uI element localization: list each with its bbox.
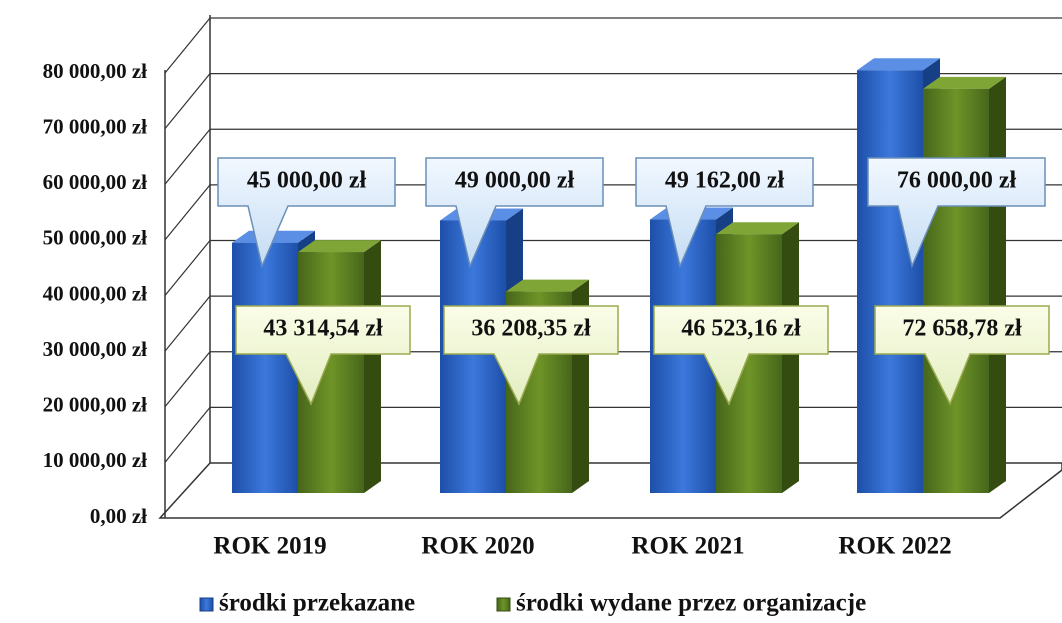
y-tick-label: 10 000,00 zł xyxy=(43,448,148,472)
y-tick-label: 30 000,00 zł xyxy=(43,337,148,361)
value-label: 43 314,54 zł xyxy=(263,316,383,342)
bar xyxy=(857,70,923,493)
bar-side xyxy=(782,222,799,494)
legend-swatch xyxy=(199,597,214,612)
y-tick-label: 20 000,00 zł xyxy=(43,393,148,417)
grid-line xyxy=(164,295,211,352)
floor xyxy=(158,462,1062,519)
callout-box xyxy=(874,305,1050,406)
y-tick-label: 0,00 zł xyxy=(90,504,147,528)
bar-top xyxy=(857,58,940,71)
bar xyxy=(232,242,298,493)
x-tick-label: ROK 2022 xyxy=(838,533,951,560)
grid-line xyxy=(164,184,211,241)
value-label: 45 000,00 zł xyxy=(247,168,367,194)
value-label: 36 208,35 zł xyxy=(471,316,591,342)
callout-box xyxy=(443,305,619,406)
y-tick-label: 40 000,00 zł xyxy=(43,281,148,305)
y-tick-label: 70 000,00 zł xyxy=(43,114,148,138)
value-label: 49 162,00 zł xyxy=(665,168,785,194)
grid-line xyxy=(164,406,211,463)
bar-top xyxy=(923,76,1006,89)
bar-top xyxy=(716,222,799,235)
callout-box xyxy=(635,157,814,269)
legend-label: środki wydane przez organizacje xyxy=(516,590,866,617)
value-label: 49 000,00 zł xyxy=(455,168,575,194)
value-label: 72 658,78 zł xyxy=(902,316,1022,342)
grid-line xyxy=(164,128,211,185)
legend-label: środki przekazane xyxy=(219,590,415,617)
x-tick-label: ROK 2020 xyxy=(421,533,534,560)
bar-top xyxy=(298,240,381,253)
y-tick-label: 60 000,00 zł xyxy=(43,170,148,194)
bar-side xyxy=(989,76,1006,493)
x-tick-label: ROK 2019 xyxy=(213,533,326,560)
y-tick-label: 50 000,00 zł xyxy=(43,226,148,250)
callout-box xyxy=(425,157,604,269)
value-label: 46 523,16 zł xyxy=(681,316,801,342)
x-tick-label: ROK 2021 xyxy=(631,533,744,560)
y-tick-label: 80 000,00 zł xyxy=(43,59,148,83)
bar-side xyxy=(364,240,381,493)
bar-top xyxy=(506,279,589,292)
grid-line xyxy=(164,351,211,408)
grid-line xyxy=(164,240,211,296)
callout-box xyxy=(653,305,829,406)
grid-line xyxy=(164,73,211,130)
callout-box xyxy=(867,157,1046,269)
value-label: 76 000,00 zł xyxy=(897,168,1017,194)
bar xyxy=(923,88,989,493)
callout-box xyxy=(235,305,411,406)
legend-swatch xyxy=(496,597,511,612)
grid-line xyxy=(164,17,211,74)
callout-box xyxy=(217,157,396,269)
